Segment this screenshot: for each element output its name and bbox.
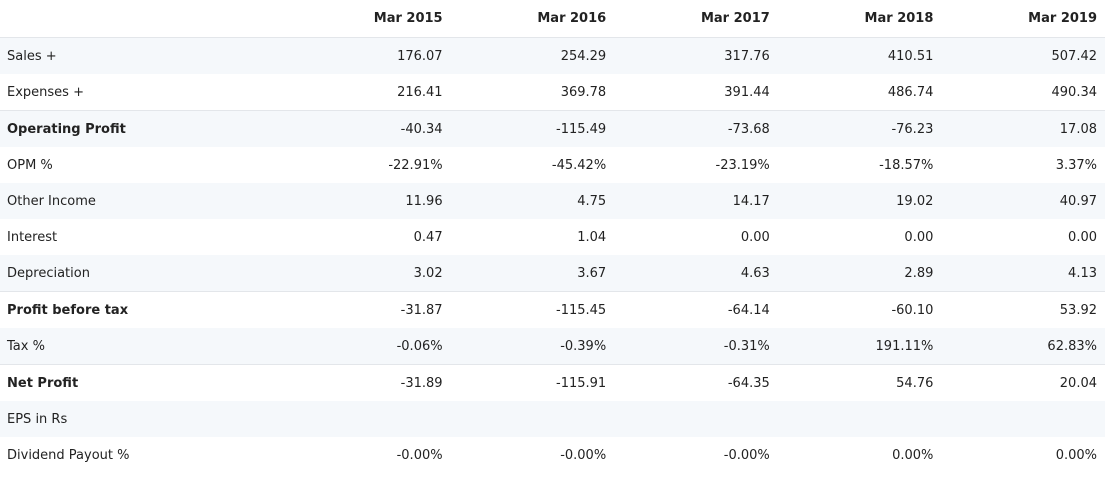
column-header: Mar 2017 bbox=[700, 11, 770, 26]
table-cell: 14.17 bbox=[614, 183, 778, 219]
table-cell: 0.00% bbox=[1055, 447, 1097, 463]
table-cell: 391.44 bbox=[724, 84, 770, 100]
column-header: Mar 2015 bbox=[373, 11, 443, 26]
table-cell bbox=[287, 401, 451, 437]
table-cell: 507.42 bbox=[941, 37, 1105, 74]
table-cell: 53.92 bbox=[941, 291, 1105, 328]
table-cell: -0.31% bbox=[614, 328, 778, 365]
table-row-tax: Tax % -0.06% -0.39% -0.31% 191.11% 62.83… bbox=[0, 328, 1105, 365]
table-cell: 1.04 bbox=[577, 229, 607, 245]
column-header: Mar 2018 bbox=[864, 11, 934, 26]
row-label-operating-profit: Operating Profit bbox=[0, 110, 287, 147]
table-cell: -73.68 bbox=[614, 110, 778, 147]
table-cell: -0.00% bbox=[396, 447, 443, 463]
row-label-net-profit: Net Profit bbox=[0, 364, 287, 401]
table-cell: 4.63 bbox=[614, 255, 778, 292]
table-row-profit-before-tax: Profit before tax -31.87 -115.45 -64.14 … bbox=[0, 291, 1105, 328]
table-cell: -22.91% bbox=[388, 157, 443, 173]
table-cell: -23.19% bbox=[715, 157, 770, 173]
table-cell: 0.00 bbox=[740, 229, 770, 245]
table-cell: 2.89 bbox=[777, 255, 942, 292]
table-cell: 19.02 bbox=[777, 183, 942, 219]
table-cell: 4.13 bbox=[941, 255, 1105, 292]
table-cell: 0.00 bbox=[1068, 229, 1097, 245]
row-label-profit-before-tax: Profit before tax bbox=[0, 291, 287, 328]
table-body: Sales + 176.07 254.29 317.76 410.51 507.… bbox=[0, 37, 1105, 474]
column-header: Mar 2019 bbox=[1028, 11, 1097, 26]
table-row-dividend-payout: Dividend Payout % -0.00% -0.00% -0.00% 0… bbox=[0, 437, 1105, 473]
table-row-sales[interactable]: Sales + 176.07 254.29 317.76 410.51 507.… bbox=[0, 37, 1105, 74]
row-label-other-income: Other Income bbox=[0, 183, 287, 219]
table-row-other-income: Other Income 11.96 4.75 14.17 19.02 40.9… bbox=[0, 183, 1105, 219]
table-cell: 254.29 bbox=[450, 37, 615, 74]
table-cell: 20.04 bbox=[941, 364, 1105, 401]
table-header: Mar 2015 Mar 2016 Mar 2017 Mar 2018 Mar … bbox=[0, 0, 1105, 38]
table-cell: 410.51 bbox=[777, 37, 942, 74]
table-cell: 54.76 bbox=[777, 364, 942, 401]
table-cell: -60.10 bbox=[777, 291, 942, 328]
table-cell: 0.47 bbox=[413, 229, 443, 245]
row-label-dividend-payout: Dividend Payout % bbox=[7, 447, 130, 463]
table-cell: -0.06% bbox=[287, 328, 451, 365]
table-cell: -40.34 bbox=[287, 110, 451, 147]
row-label-tax: Tax % bbox=[0, 328, 287, 365]
table-row-net-profit: Net Profit -31.89 -115.91 -64.35 54.76 2… bbox=[0, 364, 1105, 401]
table-cell: 11.96 bbox=[287, 183, 451, 219]
table-cell: -64.35 bbox=[614, 364, 778, 401]
table-cell bbox=[941, 401, 1105, 437]
table-cell: 369.78 bbox=[560, 84, 607, 100]
table-cell: 490.34 bbox=[1051, 84, 1098, 100]
table-cell bbox=[614, 401, 778, 437]
table-cell: 3.67 bbox=[450, 255, 615, 292]
table-cell: -76.23 bbox=[777, 110, 942, 147]
table-cell: 4.75 bbox=[450, 183, 615, 219]
table-cell: 3.02 bbox=[287, 255, 451, 292]
table-cell bbox=[777, 401, 942, 437]
table-cell: -115.91 bbox=[450, 364, 615, 401]
table-cell: 62.83% bbox=[941, 328, 1105, 365]
table-row-expenses[interactable]: Expenses + 216.41 369.78 391.44 486.74 4… bbox=[0, 74, 1105, 111]
table-cell: -0.00% bbox=[560, 447, 607, 463]
row-label-depreciation: Depreciation bbox=[0, 255, 287, 292]
table-cell: 176.07 bbox=[287, 37, 451, 74]
table-cell: 216.41 bbox=[397, 84, 443, 100]
table-row-depreciation: Depreciation 3.02 3.67 4.63 2.89 4.13 bbox=[0, 255, 1105, 292]
table-cell: -115.49 bbox=[450, 110, 615, 147]
table-cell: -115.45 bbox=[450, 291, 615, 328]
table-cell: 3.37% bbox=[1055, 157, 1097, 173]
row-label-opm: OPM % bbox=[7, 157, 53, 173]
table-cell: 0.00% bbox=[892, 447, 934, 463]
table-row-eps: EPS in Rs bbox=[0, 401, 1105, 437]
table-cell bbox=[450, 401, 615, 437]
column-header: Mar 2016 bbox=[537, 11, 607, 26]
table-cell: -31.87 bbox=[287, 291, 451, 328]
table-cell: -0.39% bbox=[450, 328, 615, 365]
table-cell: 17.08 bbox=[941, 110, 1105, 147]
table-cell: -64.14 bbox=[614, 291, 778, 328]
table-cell: -0.00% bbox=[723, 447, 770, 463]
table-cell: 486.74 bbox=[887, 84, 934, 100]
table-cell: 191.11% bbox=[777, 328, 942, 365]
table-cell: -31.89 bbox=[287, 364, 451, 401]
table-cell: -18.57% bbox=[879, 157, 934, 173]
table-row-opm: OPM % -22.91% -45.42% -23.19% -18.57% 3.… bbox=[0, 147, 1105, 183]
table-row-interest: Interest 0.47 1.04 0.00 0.00 0.00 bbox=[0, 219, 1105, 255]
row-label-interest: Interest bbox=[7, 229, 58, 245]
header-label-cell bbox=[0, 0, 287, 38]
table-cell: 0.00 bbox=[904, 229, 934, 245]
table-cell: -45.42% bbox=[551, 157, 607, 173]
row-label-eps: EPS in Rs bbox=[0, 401, 287, 437]
table-cell: 40.97 bbox=[941, 183, 1105, 219]
table-row-operating-profit: Operating Profit -40.34 -115.49 -73.68 -… bbox=[0, 110, 1105, 147]
header-row: Mar 2015 Mar 2016 Mar 2017 Mar 2018 Mar … bbox=[0, 0, 1105, 38]
profit-loss-table: Mar 2015 Mar 2016 Mar 2017 Mar 2018 Mar … bbox=[0, 0, 1105, 474]
row-label-sales[interactable]: Sales + bbox=[0, 37, 287, 74]
row-label-expenses[interactable]: Expenses + bbox=[7, 84, 84, 100]
table-cell: 317.76 bbox=[614, 37, 778, 74]
